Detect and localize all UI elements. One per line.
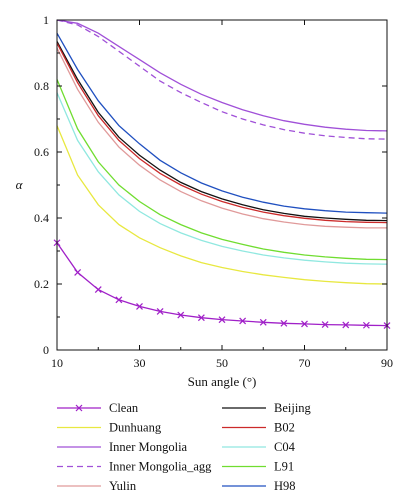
series-line-2	[56, 19, 388, 132]
x-tick-label: 30	[134, 356, 146, 370]
legend-item: L91	[222, 460, 294, 474]
legend-label: B02	[274, 421, 295, 435]
legend-label: H98	[274, 479, 296, 493]
series-line-8	[56, 79, 388, 261]
series-marker	[156, 307, 164, 315]
series-line-0	[56, 242, 388, 327]
series-marker	[280, 319, 288, 327]
legend-item: Beijing	[222, 401, 312, 415]
series-marker	[342, 321, 350, 329]
series-marker	[239, 317, 247, 325]
legend-item: Inner Mongolia_agg	[57, 460, 212, 474]
y-axis-label: α	[16, 177, 24, 192]
y-tick-label: 0.8	[34, 79, 49, 93]
y-tick-label: 1	[43, 13, 49, 27]
legend-item: H98	[222, 479, 296, 493]
series-marker	[218, 316, 226, 324]
series-line-9	[56, 32, 388, 214]
series-marker	[362, 321, 370, 329]
series-line-1	[56, 125, 388, 285]
legend-label: Inner Mongolia	[109, 440, 188, 454]
series-line-6	[56, 42, 388, 224]
legend-item: B02	[222, 421, 295, 435]
y-tick-label: 0	[43, 343, 49, 357]
x-tick-label: 50	[216, 356, 228, 370]
legend: Clean Dunhuang Inner Mongolia Inner Mongoli…	[57, 401, 312, 493]
plot-lines	[53, 19, 391, 330]
y-tick-label: 0.6	[34, 145, 49, 159]
x-tick-label: 70	[299, 356, 311, 370]
legend-label: Inner Mongolia_agg	[109, 460, 212, 474]
series-line-3	[56, 19, 388, 140]
legend-label: Beijing	[274, 401, 312, 415]
series-marker	[136, 303, 143, 310]
x-tick-label: 10	[51, 356, 63, 370]
legend-label: Dunhuang	[109, 421, 162, 435]
series-marker	[259, 318, 267, 326]
series-line-4	[56, 47, 387, 229]
legend-item: Clean	[57, 401, 139, 415]
x-tick-label: 90	[381, 356, 393, 370]
series-marker	[177, 311, 185, 319]
axes: 10 30 50 70 90 0 0.2 0.4 0.6 0.8 1	[34, 13, 393, 370]
series-marker	[94, 286, 102, 294]
legend-label: Yulin	[109, 479, 137, 493]
legend-item: C04	[222, 440, 296, 454]
series-marker	[321, 321, 329, 329]
legend-item: Inner Mongolia	[57, 440, 188, 454]
legend-label: C04	[274, 440, 296, 454]
legend-item: Yulin	[57, 479, 137, 493]
series-marker	[301, 320, 308, 328]
series-line-7	[56, 92, 388, 265]
x-axis-label: Sun angle (°)	[188, 374, 257, 389]
series-line-5	[56, 41, 388, 222]
legend-label: Clean	[109, 401, 139, 415]
y-tick-label: 0.4	[34, 211, 49, 225]
series-marker	[115, 296, 123, 304]
y-tick-label: 0.2	[34, 277, 49, 291]
series-marker	[197, 314, 205, 322]
plot-frame	[56, 19, 388, 351]
legend-label: L91	[274, 460, 294, 474]
legend-item: Dunhuang	[57, 421, 162, 435]
series-marker	[74, 269, 82, 276]
